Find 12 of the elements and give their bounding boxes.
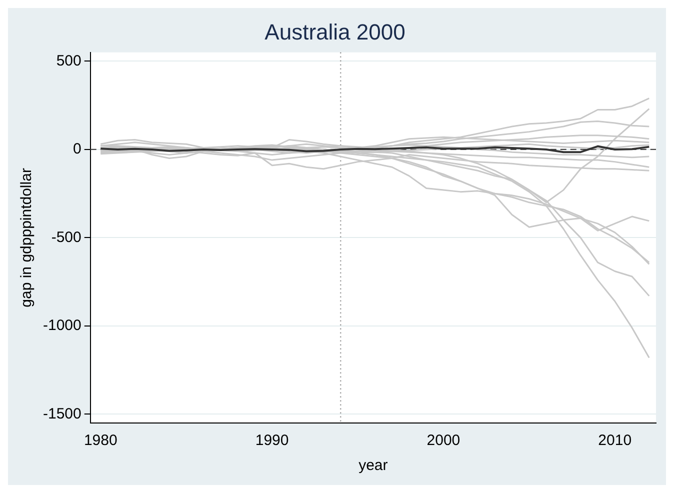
chart-title: Australia 2000 [264, 19, 406, 44]
y-tick-label: -1000 [42, 317, 82, 334]
x-tick-label: 1990 [255, 432, 289, 450]
y-tick-label: 0 [73, 140, 82, 158]
x-tick-label: 2000 [426, 432, 460, 450]
y-tick-label: 500 [56, 52, 82, 70]
x-axis-title: year [358, 457, 388, 474]
y-axis-title: gap in gdpppintdollar [18, 168, 36, 308]
y-tick-label: -1500 [42, 405, 82, 422]
x-tick-label: 1980 [84, 432, 118, 450]
y-tick-label: -500 [51, 228, 82, 246]
x-tick-label: 2010 [598, 432, 632, 450]
